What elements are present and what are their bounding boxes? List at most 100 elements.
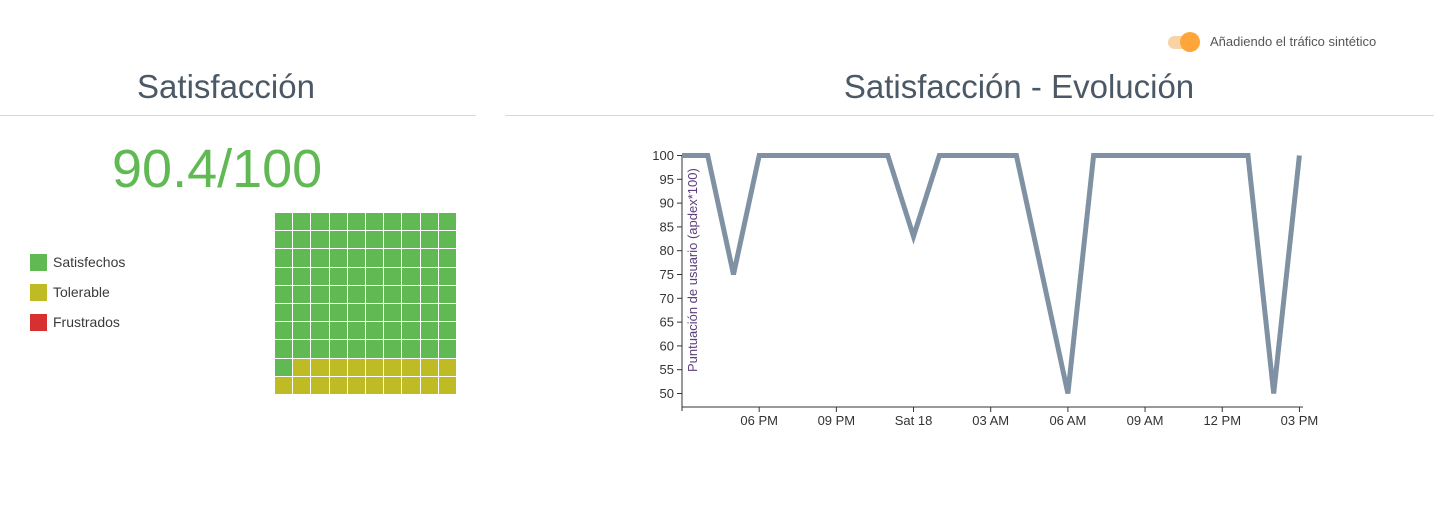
waffle-cell — [311, 322, 329, 340]
waffle-cell — [366, 304, 384, 322]
x-tick-label: 09 AM — [1127, 413, 1164, 428]
legend-item-satisfied: Satisfechos — [30, 247, 125, 277]
waffle-cell — [293, 340, 311, 358]
waffle-cell — [347, 213, 365, 231]
waffle-cell — [347, 231, 365, 249]
waffle-cell — [438, 231, 456, 249]
waffle-cell — [329, 340, 347, 358]
waffle-cell — [329, 358, 347, 376]
waffle-cell — [366, 358, 384, 376]
y-tick-label: 55 — [660, 362, 674, 377]
waffle-cell — [438, 376, 456, 394]
waffle-cell — [384, 340, 402, 358]
waffle-cell — [420, 267, 438, 285]
waffle-cell — [384, 358, 402, 376]
waffle-cell — [402, 231, 420, 249]
waffle-cell — [420, 285, 438, 303]
waffle-cell — [366, 267, 384, 285]
waffle-cell — [293, 231, 311, 249]
y-tick-label: 80 — [660, 243, 674, 258]
waffle-cell — [347, 340, 365, 358]
waffle-cell — [384, 213, 402, 231]
legend-swatch-tolerable — [30, 283, 47, 301]
waffle-cell — [293, 304, 311, 322]
waffle-cell — [275, 322, 293, 340]
waffle-cell — [311, 304, 329, 322]
waffle-cell — [293, 322, 311, 340]
y-tick-label: 95 — [660, 172, 674, 187]
legend-item-frustrated: Frustrados — [30, 307, 125, 337]
waffle-cell — [438, 304, 456, 322]
y-tick-label: 100 — [652, 148, 674, 163]
x-tick-label: 09 PM — [818, 413, 856, 428]
y-tick-label: 65 — [660, 315, 674, 330]
waffle-cell — [384, 304, 402, 322]
x-tick-label: 12 PM — [1203, 413, 1241, 428]
waffle-cell — [366, 231, 384, 249]
apdex-series-line — [682, 153, 1302, 395]
waffle-cell — [329, 213, 347, 231]
waffle-cell — [293, 285, 311, 303]
waffle-cell — [347, 285, 365, 303]
waffle-cell — [275, 249, 293, 267]
satisfaction-score: 90.4/100 — [112, 139, 323, 199]
x-tick-label: 03 PM — [1281, 413, 1319, 428]
legend-swatch-satisfied — [30, 253, 47, 271]
waffle-cell — [420, 304, 438, 322]
y-axis-label: Puntuación de usuario (apdex*100) — [685, 168, 700, 372]
waffle-cell — [311, 231, 329, 249]
waffle-cell — [366, 340, 384, 358]
waffle-cell — [329, 376, 347, 394]
synthetic-traffic-toggle[interactable] — [1168, 32, 1202, 52]
legend-swatch-frustrated — [30, 313, 47, 331]
waffle-cell — [366, 213, 384, 231]
left-divider — [0, 115, 476, 116]
y-tick-label: 90 — [660, 196, 674, 211]
waffle-cell — [366, 376, 384, 394]
waffle-cell — [329, 267, 347, 285]
waffle-cell — [311, 340, 329, 358]
waffle-cell — [438, 340, 456, 358]
waffle-cell — [311, 376, 329, 394]
waffle-cell — [402, 376, 420, 394]
waffle-cell — [293, 358, 311, 376]
waffle-cell — [384, 322, 402, 340]
waffle-cell — [293, 376, 311, 394]
waffle-cell — [275, 358, 293, 376]
legend-item-tolerable: Tolerable — [30, 277, 125, 307]
waffle-cell — [402, 285, 420, 303]
x-tick-label: Sat 18 — [895, 413, 933, 428]
waffle-cell — [402, 304, 420, 322]
legend-label-satisfied: Satisfechos — [53, 254, 126, 270]
waffle-cell — [438, 249, 456, 267]
waffle-cell — [347, 358, 365, 376]
y-tick-label: 85 — [660, 219, 674, 234]
waffle-cell — [311, 358, 329, 376]
waffle-cell — [275, 304, 293, 322]
waffle-cell — [384, 376, 402, 394]
waffle-cell — [402, 213, 420, 231]
waffle-cell — [275, 267, 293, 285]
y-tick-label: 70 — [660, 291, 674, 306]
y-tick-label: 50 — [660, 386, 674, 401]
waffle-cell — [384, 249, 402, 267]
y-tick-label: 75 — [660, 267, 674, 282]
waffle-cell — [311, 213, 329, 231]
waffle-cell — [438, 267, 456, 285]
chart-series — [682, 153, 1302, 395]
waffle-cell — [420, 213, 438, 231]
waffle-cell — [329, 249, 347, 267]
x-tick-label: 06 AM — [1049, 413, 1086, 428]
waffle-cell — [366, 285, 384, 303]
right-divider — [505, 115, 1434, 116]
waffle-cell — [366, 322, 384, 340]
legend-label-tolerable: Tolerable — [53, 284, 110, 300]
legend-label-frustrated: Frustrados — [53, 314, 120, 330]
waffle-cell — [329, 231, 347, 249]
toggle-knob — [1180, 32, 1200, 52]
waffle-cell — [420, 376, 438, 394]
waffle-cell — [275, 340, 293, 358]
waffle-cell — [293, 249, 311, 267]
waffle-cell — [275, 213, 293, 231]
waffle-cell — [347, 322, 365, 340]
